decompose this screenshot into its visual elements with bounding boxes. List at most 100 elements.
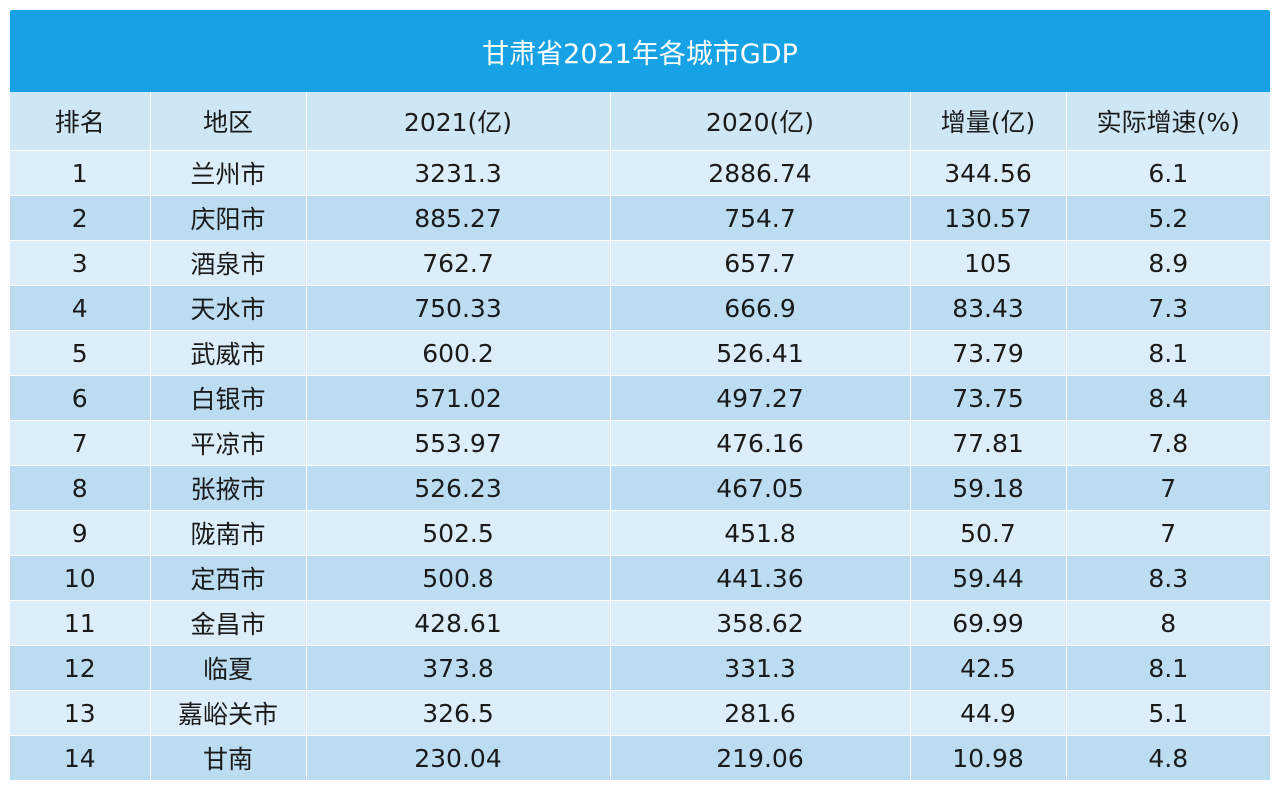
cell-growth-rate: 5.2	[1066, 195, 1270, 241]
cell-region: 陇南市	[150, 510, 307, 556]
cell-gdp-2021: 500.8	[306, 555, 611, 601]
cell-gdp-2020: 666.9	[610, 285, 911, 331]
table-row: 8 张掖市 526.23 467.05 59.18 7	[10, 465, 1270, 511]
cell-gdp-2020: 467.05	[610, 465, 911, 511]
cell-gdp-2021: 762.7	[306, 240, 611, 286]
cell-increase: 50.7	[910, 510, 1067, 556]
cell-gdp-2020: 657.7	[610, 240, 911, 286]
cell-region: 临夏	[150, 645, 307, 691]
cell-growth-rate: 4.8	[1066, 735, 1270, 781]
table-row: 9 陇南市 502.5 451.8 50.7 7	[10, 510, 1270, 556]
cell-increase: 73.75	[910, 375, 1067, 421]
cell-rank: 14	[10, 735, 151, 781]
cell-region: 张掖市	[150, 465, 307, 511]
table-body: 1 兰州市 3231.3 2886.74 344.56 6.1 2 庆阳市 885.27 754.…	[10, 150, 1270, 781]
header-row: 排名 地区 2021(亿) 2020(亿) 增量(亿) 实际增速(%)	[10, 92, 1270, 151]
cell-growth-rate: 8.1	[1066, 330, 1270, 376]
cell-gdp-2021: 750.33	[306, 285, 611, 331]
cell-growth-rate: 8.3	[1066, 555, 1270, 601]
cell-region: 兰州市	[150, 150, 307, 196]
table-row: 1 兰州市 3231.3 2886.74 344.56 6.1	[10, 150, 1270, 196]
column-header-growth-rate: 实际增速(%)	[1066, 92, 1270, 151]
cell-increase: 42.5	[910, 645, 1067, 691]
cell-increase: 130.57	[910, 195, 1067, 241]
column-header-rank: 排名	[10, 92, 151, 151]
cell-rank: 10	[10, 555, 151, 601]
cell-gdp-2021: 230.04	[306, 735, 611, 781]
table-row: 14 甘南 230.04 219.06 10.98 4.8	[10, 735, 1270, 781]
cell-growth-rate: 8	[1066, 600, 1270, 646]
cell-region: 酒泉市	[150, 240, 307, 286]
table-row: 11 金昌市 428.61 358.62 69.99 8	[10, 600, 1270, 646]
column-header-increase: 增量(亿)	[910, 92, 1067, 151]
cell-region: 嘉峪关市	[150, 690, 307, 736]
cell-gdp-2020: 2886.74	[610, 150, 911, 196]
cell-growth-rate: 5.1	[1066, 690, 1270, 736]
cell-region: 武威市	[150, 330, 307, 376]
table-row: 6 白银市 571.02 497.27 73.75 8.4	[10, 375, 1270, 421]
cell-gdp-2021: 3231.3	[306, 150, 611, 196]
cell-region: 白银市	[150, 375, 307, 421]
table-row: 3 酒泉市 762.7 657.7 105 8.9	[10, 240, 1270, 286]
table-title: 甘肃省2021年各城市GDP	[10, 10, 1270, 92]
cell-region: 金昌市	[150, 600, 307, 646]
gdp-table: 排名 地区 2021(亿) 2020(亿) 增量(亿) 实际增速(%) 1 兰州市…	[10, 92, 1270, 781]
cell-increase: 44.9	[910, 690, 1067, 736]
cell-gdp-2021: 502.5	[306, 510, 611, 556]
cell-growth-rate: 7.8	[1066, 420, 1270, 466]
cell-gdp-2020: 281.6	[610, 690, 911, 736]
cell-rank: 9	[10, 510, 151, 556]
cell-rank: 5	[10, 330, 151, 376]
cell-growth-rate: 7	[1066, 510, 1270, 556]
cell-rank: 3	[10, 240, 151, 286]
cell-region: 甘南	[150, 735, 307, 781]
cell-growth-rate: 6.1	[1066, 150, 1270, 196]
cell-gdp-2021: 553.97	[306, 420, 611, 466]
cell-gdp-2020: 526.41	[610, 330, 911, 376]
cell-increase: 83.43	[910, 285, 1067, 331]
cell-rank: 7	[10, 420, 151, 466]
cell-gdp-2021: 571.02	[306, 375, 611, 421]
cell-gdp-2021: 885.27	[306, 195, 611, 241]
table-row: 2 庆阳市 885.27 754.7 130.57 5.2	[10, 195, 1270, 241]
cell-gdp-2020: 219.06	[610, 735, 911, 781]
cell-gdp-2021: 526.23	[306, 465, 611, 511]
column-header-gdp-2021: 2021(亿)	[306, 92, 611, 151]
cell-rank: 4	[10, 285, 151, 331]
cell-gdp-2020: 754.7	[610, 195, 911, 241]
cell-increase: 10.98	[910, 735, 1067, 781]
column-header-region: 地区	[150, 92, 307, 151]
table-row: 12 临夏 373.8 331.3 42.5 8.1	[10, 645, 1270, 691]
table-row: 13 嘉峪关市 326.5 281.6 44.9 5.1	[10, 690, 1270, 736]
cell-gdp-2020: 358.62	[610, 600, 911, 646]
cell-region: 平凉市	[150, 420, 307, 466]
table-row: 4 天水市 750.33 666.9 83.43 7.3	[10, 285, 1270, 331]
cell-gdp-2021: 373.8	[306, 645, 611, 691]
table-row: 7 平凉市 553.97 476.16 77.81 7.8	[10, 420, 1270, 466]
cell-increase: 77.81	[910, 420, 1067, 466]
cell-gdp-2020: 441.36	[610, 555, 911, 601]
cell-gdp-2021: 428.61	[306, 600, 611, 646]
cell-increase: 73.79	[910, 330, 1067, 376]
cell-rank: 2	[10, 195, 151, 241]
cell-rank: 6	[10, 375, 151, 421]
cell-increase: 59.44	[910, 555, 1067, 601]
cell-rank: 13	[10, 690, 151, 736]
cell-increase: 344.56	[910, 150, 1067, 196]
cell-gdp-2020: 497.27	[610, 375, 911, 421]
cell-rank: 11	[10, 600, 151, 646]
cell-gdp-2020: 451.8	[610, 510, 911, 556]
cell-region: 天水市	[150, 285, 307, 331]
table-row: 10 定西市 500.8 441.36 59.44 8.3	[10, 555, 1270, 601]
cell-increase: 105	[910, 240, 1067, 286]
table-row: 5 武威市 600.2 526.41 73.79 8.1	[10, 330, 1270, 376]
cell-increase: 69.99	[910, 600, 1067, 646]
cell-rank: 1	[10, 150, 151, 196]
cell-region: 定西市	[150, 555, 307, 601]
cell-growth-rate: 7	[1066, 465, 1270, 511]
cell-gdp-2020: 476.16	[610, 420, 911, 466]
column-header-gdp-2020: 2020(亿)	[610, 92, 911, 151]
cell-region: 庆阳市	[150, 195, 307, 241]
cell-rank: 12	[10, 645, 151, 691]
